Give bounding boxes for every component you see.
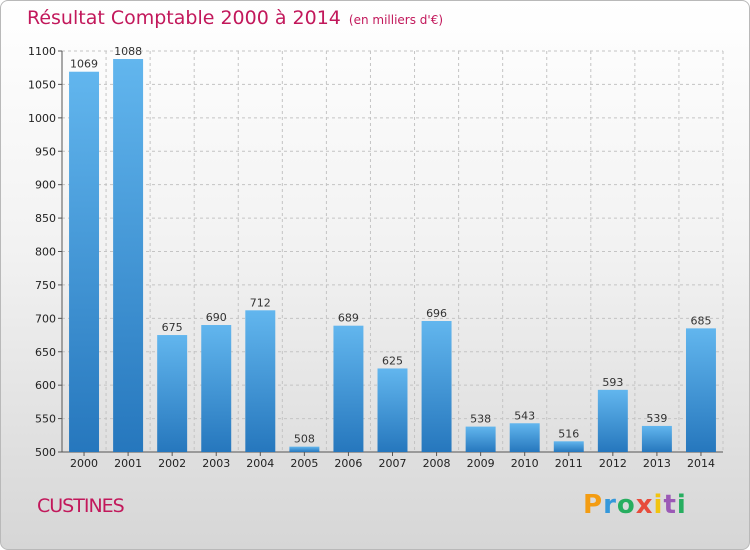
data-label-2013: 539 — [646, 412, 667, 425]
data-label-2002: 675 — [162, 321, 183, 334]
data-label-2003: 690 — [206, 311, 227, 324]
data-label-2005: 508 — [294, 433, 315, 446]
bars — [69, 59, 716, 453]
data-label-2010: 543 — [514, 409, 535, 422]
data-label-2001: 1088 — [114, 45, 142, 58]
bar-2010 — [509, 423, 540, 452]
bar-2001 — [113, 59, 144, 453]
x-tick-label-2012: 2012 — [599, 457, 627, 470]
y-tick-label: 800 — [35, 246, 56, 259]
x-tick-label-2003: 2003 — [202, 457, 230, 470]
y-tick-label: 1000 — [28, 112, 56, 125]
title-text: Résultat Comptable 2000 à 2014 — [27, 7, 341, 29]
bar-2005 — [289, 446, 320, 452]
location-label: CUSTINES — [37, 495, 125, 517]
bar-2009 — [465, 426, 496, 452]
y-tick-label: 550 — [35, 413, 56, 426]
x-tick-label-2010: 2010 — [511, 457, 539, 470]
bar-2003 — [201, 325, 232, 452]
chart-title: Résultat Comptable 2000 à 2014 (en millie… — [27, 7, 443, 29]
x-tick-label-2008: 2008 — [423, 457, 451, 470]
data-label-2014: 685 — [690, 314, 711, 327]
data-label-2012: 593 — [602, 376, 623, 389]
x-tick-label-2000: 2000 — [70, 457, 98, 470]
bar-2011 — [553, 441, 584, 452]
bar-2002 — [157, 335, 188, 452]
data-label-2011: 516 — [558, 427, 579, 440]
data-label-2004: 712 — [250, 296, 271, 309]
y-tick-label: 950 — [35, 145, 56, 158]
x-axis: 2000 2001 2002 2003 2004 2005 2006 2007 2008 2009… — [62, 451, 723, 470]
chart-subtitle: (en milliers d'€) — [348, 13, 444, 27]
y-tick-label: 750 — [35, 279, 56, 292]
bar-2013 — [641, 425, 672, 452]
data-label-2009: 538 — [470, 413, 491, 426]
x-tick-label-2014: 2014 — [687, 457, 715, 470]
y-tick-label: 900 — [35, 179, 56, 192]
x-tick-label-2007: 2007 — [379, 457, 407, 470]
x-tick-label-2013: 2013 — [643, 457, 671, 470]
data-labels: 1069 1088 675 690 712 508 689 625 696 538 543 516 59… — [70, 45, 711, 446]
data-label-2007: 625 — [382, 354, 403, 367]
data-label-2000: 1069 — [70, 58, 98, 71]
x-tick-label-2011: 2011 — [555, 457, 583, 470]
y-tick-label: 850 — [35, 212, 56, 225]
x-tick-label-2004: 2004 — [246, 457, 274, 470]
bar-2014 — [685, 328, 716, 452]
y-tick-label: 1100 — [28, 45, 56, 58]
y-tick-label: 700 — [35, 312, 56, 325]
x-tick-label-2002: 2002 — [158, 457, 186, 470]
y-tick-label: 1050 — [28, 78, 56, 91]
x-tick-label-2005: 2005 — [290, 457, 318, 470]
y-axis: 500 550 600 650 700 750 800 850 900 950 1000 1050 11… — [28, 45, 63, 459]
y-tick-label: 500 — [35, 446, 56, 459]
bar-2012 — [597, 389, 628, 452]
y-tick-label: 650 — [35, 346, 56, 359]
data-label-2006: 689 — [338, 312, 359, 325]
x-tick-label-2009: 2009 — [467, 457, 495, 470]
bar-2008 — [421, 321, 452, 452]
bar-2006 — [333, 325, 364, 452]
y-tick-label: 600 — [35, 379, 56, 392]
bar-2000 — [69, 71, 100, 453]
x-tick-label-2001: 2001 — [114, 457, 142, 470]
bar-2007 — [377, 368, 408, 452]
data-label-2008: 696 — [426, 307, 447, 320]
proxiti-logo: Proxiti — [583, 490, 687, 520]
x-tick-label-2006: 2006 — [334, 457, 362, 470]
bar-2004 — [245, 310, 276, 452]
